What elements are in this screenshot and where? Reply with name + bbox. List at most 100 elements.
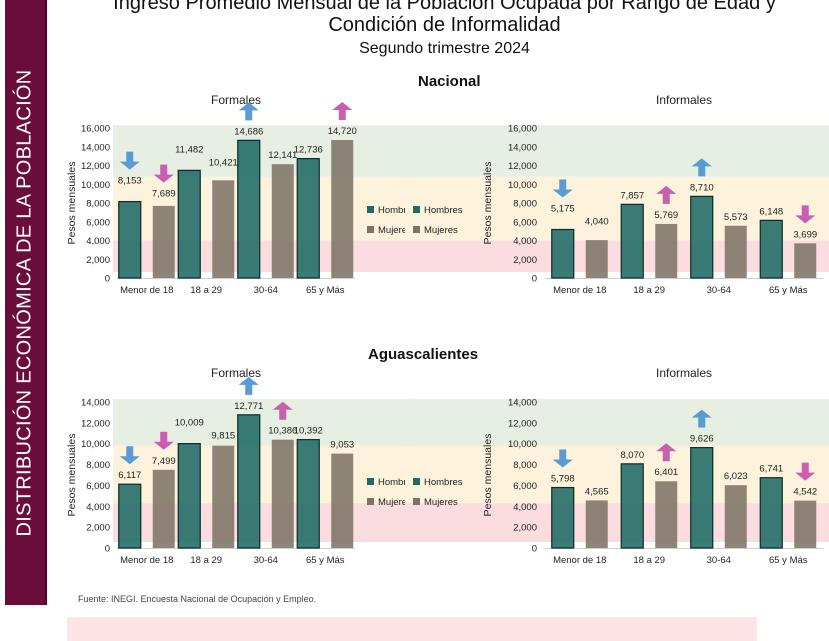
data-label: 12,141 bbox=[268, 150, 297, 161]
chart-nacional-informales: Informales 0 2,000 4,000 6,000 8,000 10,000 12,… bbox=[405, 93, 829, 296]
arrow-down-icon bbox=[552, 179, 573, 198]
section-sidebar: DISTRIBUCIÓN ECONÓMICA DE LA POBLACIÓN bbox=[5, 0, 47, 605]
data-label: 6,401 bbox=[654, 467, 678, 478]
chart-nacional-formales: Formales 0 2,000 4,000 6,000 8,000 10,000 12,00… bbox=[66, 93, 417, 296]
legend-swatch-hombres bbox=[413, 478, 420, 485]
x-tick-label: 65 y Más bbox=[306, 285, 345, 296]
x-tick-label: Menor de 18 bbox=[553, 285, 606, 296]
bar-hombres bbox=[690, 447, 714, 549]
data-label: 10,392 bbox=[294, 426, 323, 437]
y-tick-label: 8,000 bbox=[86, 199, 110, 210]
y-tick-label: 10,000 bbox=[508, 180, 537, 191]
chart-title: Informales bbox=[656, 93, 712, 107]
chart-subtitle: Segundo trimestre 2024 bbox=[359, 40, 530, 57]
y-tick-label: 2,000 bbox=[513, 255, 537, 266]
bar-hombres bbox=[551, 486, 575, 549]
arrow-up-icon bbox=[238, 376, 259, 395]
y-axis-label: Pesos mensuales bbox=[66, 162, 78, 245]
data-label: 8,153 bbox=[118, 176, 142, 187]
y-tick-label: 0 bbox=[105, 544, 110, 555]
data-label: 4,565 bbox=[585, 486, 609, 497]
data-label: 5,175 bbox=[551, 203, 575, 214]
y-tick-label: 2,000 bbox=[86, 255, 110, 266]
bar-mujeres bbox=[585, 500, 608, 548]
y-tick-label: 6,000 bbox=[513, 481, 537, 492]
data-label: 3,699 bbox=[793, 229, 817, 240]
x-tick-label: 30-64 bbox=[254, 285, 278, 296]
band-mid bbox=[405, 445, 829, 504]
data-label: 7,857 bbox=[620, 190, 644, 201]
data-label: 6,741 bbox=[759, 464, 783, 475]
data-label: 4,040 bbox=[585, 216, 609, 227]
arrow-down-icon bbox=[795, 462, 816, 481]
chart-title: Formales bbox=[211, 93, 261, 107]
legend-label: Mujeres bbox=[424, 225, 458, 236]
legend-label: Mujeres bbox=[424, 497, 458, 508]
y-tick-label: 16,000 bbox=[81, 124, 110, 135]
legend-label: Hombres bbox=[378, 205, 417, 216]
x-tick-label: 30-64 bbox=[707, 555, 731, 566]
arrow-up-icon bbox=[656, 443, 677, 462]
y-tick-label: 14,000 bbox=[508, 142, 537, 153]
bar-mujeres bbox=[724, 225, 747, 278]
data-label: 5,769 bbox=[654, 210, 678, 221]
y-tick-label: 4,000 bbox=[86, 236, 110, 247]
x-tick-label: 18 a 29 bbox=[633, 555, 665, 566]
legend-swatch-hombres bbox=[367, 206, 374, 213]
arrow-up-icon bbox=[238, 102, 259, 121]
data-label: 10,009 bbox=[175, 418, 204, 429]
band-high bbox=[113, 125, 415, 177]
legend-label: Hombres bbox=[378, 477, 417, 488]
chart-title-line1: Ingreso Promedio Mensual de la Población… bbox=[113, 0, 776, 14]
y-tick-label: 14,000 bbox=[508, 398, 537, 409]
arrow-up-icon bbox=[272, 401, 293, 420]
y-tick-label: 12,000 bbox=[508, 418, 537, 429]
band-mid bbox=[405, 176, 829, 241]
background-bands bbox=[405, 125, 829, 272]
y-axis-label: Pesos mensuales bbox=[482, 434, 494, 517]
arrow-down-icon bbox=[119, 151, 140, 170]
bar-mujeres bbox=[271, 439, 294, 548]
source-note: Fuente: INEGI. Encuesta Nacional de Ocup… bbox=[78, 594, 317, 604]
legend-swatch-hombres bbox=[367, 478, 374, 485]
data-label: 5,573 bbox=[724, 212, 748, 223]
bar-hombres bbox=[237, 139, 261, 279]
bar-hombres bbox=[237, 414, 261, 549]
y-tick-label: 10,000 bbox=[81, 180, 110, 191]
legend-label: Hombres bbox=[424, 477, 463, 488]
bar-hombres bbox=[296, 157, 320, 279]
y-tick-label: 10,000 bbox=[81, 439, 110, 450]
bar-mujeres bbox=[724, 485, 747, 548]
bar-mujeres bbox=[655, 481, 678, 548]
bar-mujeres bbox=[331, 453, 354, 548]
x-tick-label: Menor de 18 bbox=[120, 555, 173, 566]
x-tick-label: 65 y Más bbox=[769, 285, 808, 296]
y-tick-label: 14,000 bbox=[81, 398, 110, 409]
data-label: 12,771 bbox=[234, 401, 263, 412]
x-tick-label: 18 a 29 bbox=[190, 285, 222, 296]
legend-swatch-mujeres bbox=[367, 498, 374, 505]
bar-hombres bbox=[118, 200, 142, 279]
bar-hombres bbox=[551, 228, 575, 279]
bar-mujeres bbox=[152, 469, 175, 548]
data-label: 6,023 bbox=[724, 471, 748, 482]
y-tick-label: 12,000 bbox=[81, 161, 110, 172]
x-tick-label: Menor de 18 bbox=[120, 285, 173, 296]
chart-aguascalientes-formales: Formales 0 2,000 4,000 6,000 8,000 10,000 12,00… bbox=[66, 366, 417, 566]
bar-hombres bbox=[759, 477, 783, 549]
band-low bbox=[405, 503, 829, 542]
data-label: 10,421 bbox=[209, 157, 238, 168]
background-bands bbox=[405, 399, 829, 542]
y-tick-label: 4,000 bbox=[513, 502, 537, 513]
data-label: 7,689 bbox=[152, 189, 176, 200]
bar-mujeres bbox=[212, 180, 235, 278]
y-axis-label: Pesos mensuales bbox=[482, 162, 494, 245]
arrow-up-icon bbox=[691, 409, 712, 428]
legend-label: Mujeres bbox=[378, 497, 412, 508]
y-tick-label: 4,000 bbox=[513, 236, 537, 247]
data-label: 5,798 bbox=[551, 474, 575, 485]
y-tick-label: 2,000 bbox=[513, 523, 537, 534]
y-axis-label: Pesos mensuales bbox=[66, 434, 78, 517]
x-tick-label: Menor de 18 bbox=[553, 555, 606, 566]
y-tick-label: 8,000 bbox=[86, 460, 110, 471]
